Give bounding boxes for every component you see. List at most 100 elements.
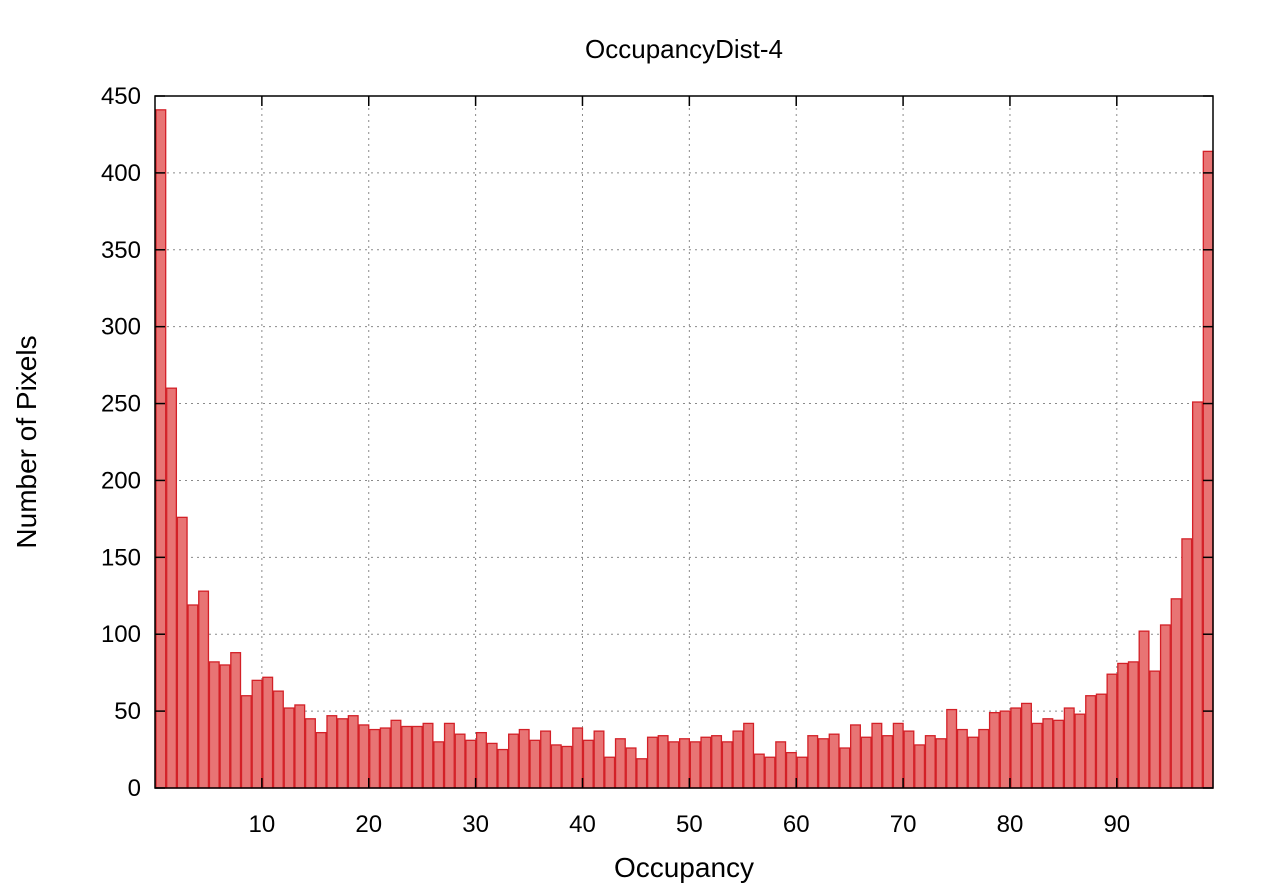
histogram-bar xyxy=(529,739,541,789)
histogram-bar xyxy=(262,676,274,789)
histogram-bar xyxy=(679,738,690,789)
histogram-bar xyxy=(230,652,242,789)
histogram-bar xyxy=(935,738,947,789)
histogram-bar xyxy=(892,722,904,789)
histogram-bar xyxy=(1181,538,1193,789)
histogram-bar xyxy=(572,727,584,789)
histogram-bar xyxy=(272,690,284,789)
x-axis-label: Occupancy xyxy=(614,852,754,883)
y-tick-label: 0 xyxy=(128,775,141,802)
histogram-bar xyxy=(176,516,188,789)
histogram-bar xyxy=(294,704,306,789)
x-tick-label: 40 xyxy=(569,811,596,838)
histogram-bar xyxy=(743,722,755,789)
histogram-bar xyxy=(1053,719,1065,789)
histogram-bar xyxy=(978,728,990,789)
histogram-bar xyxy=(807,735,819,789)
histogram-bar xyxy=(1191,401,1203,789)
histogram-bar xyxy=(1074,713,1086,789)
histogram-bar xyxy=(946,708,958,789)
histogram-bar xyxy=(924,735,936,789)
histogram-bar xyxy=(422,722,434,789)
histogram-bar xyxy=(721,741,733,789)
histogram-bar xyxy=(657,735,669,789)
histogram-bar xyxy=(219,664,231,789)
histogram-bar xyxy=(689,741,701,789)
histogram-bar xyxy=(550,744,562,789)
histogram-bar xyxy=(988,711,1000,789)
y-tick-label: 400 xyxy=(101,160,141,187)
histogram-bar xyxy=(636,758,648,789)
histogram-bar xyxy=(914,744,926,789)
histogram-bar xyxy=(497,748,509,789)
histogram-bar xyxy=(668,741,680,789)
y-tick-label: 150 xyxy=(101,544,141,571)
histogram-bar xyxy=(604,756,616,789)
histogram-bar xyxy=(155,109,167,789)
y-tick-label: 50 xyxy=(114,698,141,725)
histogram-bar xyxy=(956,728,968,789)
histogram-bar xyxy=(582,739,594,789)
histogram-bar xyxy=(775,741,787,789)
histogram-bar xyxy=(486,742,498,789)
histogram-bar xyxy=(443,722,455,789)
axis-ticks xyxy=(155,95,1213,789)
histogram-bar xyxy=(379,727,391,789)
y-axis-label: Number of Pixels xyxy=(11,335,42,548)
histogram-bar xyxy=(785,751,797,789)
x-tick-label: 70 xyxy=(890,811,917,838)
x-tick-label: 60 xyxy=(783,811,810,838)
histogram-bar xyxy=(475,731,487,789)
x-tick-labels: 10 20 30 40 50 60 70 80 90 xyxy=(249,811,1131,838)
histogram-bar xyxy=(251,679,263,789)
histogram-bar xyxy=(283,707,295,789)
histogram-bar xyxy=(764,756,776,789)
histogram-bar xyxy=(1127,661,1139,789)
histogram-bar xyxy=(1149,670,1161,789)
histogram-bar xyxy=(1202,150,1214,789)
histogram-bar xyxy=(732,730,744,789)
histogram-bar xyxy=(817,738,829,789)
histogram-bar xyxy=(1170,598,1182,789)
histogram-bar xyxy=(540,730,552,789)
histogram-bar xyxy=(1159,624,1171,789)
y-tick-label: 300 xyxy=(101,314,141,341)
x-tick-label: 30 xyxy=(462,811,489,838)
chart-title: OccupancyDist-4 xyxy=(585,34,783,64)
x-tick-label: 50 xyxy=(676,811,703,838)
histogram-bar xyxy=(614,738,626,789)
histogram-bar xyxy=(208,661,220,789)
x-tick-label: 80 xyxy=(997,811,1024,838)
histogram-bar xyxy=(326,715,338,789)
x-tick-label: 10 xyxy=(249,811,276,838)
histogram-bar xyxy=(454,733,466,789)
histogram-bar xyxy=(882,735,894,789)
histogram-bar xyxy=(1095,693,1107,789)
histogram-bar xyxy=(903,730,915,789)
y-tick-label: 450 xyxy=(101,83,141,110)
histogram-bar xyxy=(347,715,359,789)
x-tick-label: 20 xyxy=(355,811,382,838)
histogram-bar xyxy=(1117,662,1129,789)
histogram-bar xyxy=(304,718,316,789)
histogram-bar xyxy=(753,753,765,789)
y-tick-label: 200 xyxy=(101,467,141,494)
histogram-bar xyxy=(1063,707,1075,789)
histogram-bar xyxy=(1042,718,1054,789)
histogram-bar xyxy=(561,745,573,789)
histogram-bar xyxy=(1020,702,1032,789)
histogram-bar xyxy=(337,718,349,789)
histogram-bar xyxy=(411,725,423,789)
histogram-bar xyxy=(390,719,402,789)
histogram-bar xyxy=(1031,722,1043,789)
histogram-bar xyxy=(849,724,861,789)
histogram-bar xyxy=(1138,630,1150,789)
histogram-bar xyxy=(860,736,872,789)
y-tick-label: 350 xyxy=(101,237,141,264)
histogram-bar xyxy=(871,722,883,789)
histogram-bar xyxy=(625,747,637,789)
histogram-bar xyxy=(369,728,381,789)
histogram-bar xyxy=(508,733,520,789)
histogram-bar xyxy=(198,590,210,789)
